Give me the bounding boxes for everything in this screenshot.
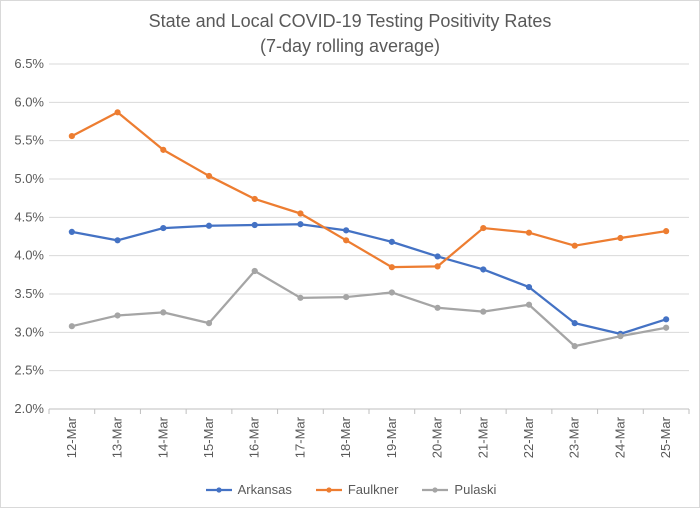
legend: Arkansas Faulkner Pulaski [1,482,699,497]
x-tick-label: 24-Mar [612,416,627,458]
legend-swatch-marker [432,486,439,493]
data-point-faulkner [68,132,75,140]
data-point-faulkner [480,224,487,232]
data-point-pulaski [297,294,304,301]
data-point-faulkner [388,264,395,271]
legend-swatch-faulkner [315,486,342,493]
series-line-arkansas [70,223,668,335]
data-point-arkansas [571,320,578,327]
data-point-faulkner [525,229,533,236]
y-tick-label: 3.5% [14,286,44,301]
x-tick-label: 21-Mar [475,416,490,458]
x-tick-label: 20-Mar [430,416,445,458]
y-tick-label: 4.5% [14,209,44,224]
data-point-pulaski [617,333,624,340]
x-tick-label: 12-Mar [64,416,79,458]
y-tick-label: 3.0% [14,324,44,339]
x-tick-label: 19-Mar [384,416,399,458]
legend-swatch-marker [216,486,222,493]
data-point-pulaski [114,312,121,319]
y-tick-label: 2.5% [14,363,44,378]
data-point-arkansas [663,316,670,323]
legend-item-faulkner: Faulkner [314,482,399,497]
data-point-pulaski [388,289,395,296]
chart-title-line1: State and Local COVID-19 Testing Positiv… [148,11,552,31]
y-tick-label: 5.5% [14,133,44,148]
data-point-arkansas [251,221,258,229]
x-tick-label: 15-Mar [201,416,216,458]
x-tick-label: 23-Mar [567,416,582,458]
data-point-pulaski [343,293,350,301]
data-point-pulaski [480,308,487,315]
chart-title-line2: (7-day rolling average) [259,36,441,56]
data-point-faulkner [251,195,258,203]
x-tick-label: 14-Mar [155,416,170,458]
x-tick-label: 13-Mar [110,416,125,458]
data-point-pulaski [434,304,441,311]
data-point-pulaski [525,301,533,308]
data-point-arkansas [68,228,75,235]
data-point-pulaski [251,267,258,275]
y-tick-label: 4.0% [14,248,44,263]
data-point-arkansas [480,266,487,273]
x-tick-label: 16-Mar [247,416,262,458]
x-tick-label: 25-Mar [658,416,673,458]
data-point-arkansas [114,237,121,244]
legend-item-arkansas: Arkansas [204,482,292,497]
data-point-arkansas [343,227,350,234]
series-line-faulkner [70,111,668,269]
data-point-faulkner [434,263,441,270]
legend-swatch-pulaski [422,486,449,493]
data-point-pulaski [160,309,167,316]
x-tick-label: 22-Mar [521,416,536,458]
legend-label: Pulaski [454,482,497,497]
series-line-pulaski [70,269,668,348]
data-point-pulaski [663,324,670,331]
plot-area: 2.0% 2.5% 3.0% 3.5% 4.0% 4.5% 5.0% 5.5% 6.0% 6.5%… [14,56,690,458]
data-point-faulkner [160,146,167,153]
data-point-arkansas [525,284,533,291]
legend-label: Arkansas [237,482,292,497]
data-point-arkansas [434,253,441,260]
legend-item-pulaski: Pulaski [420,482,496,497]
y-tick-label: 5.0% [14,171,44,186]
legend-swatch-arkansas [205,486,232,493]
data-point-arkansas [388,238,395,245]
data-point-pulaski [205,320,213,327]
data-point-pulaski [571,343,578,350]
data-point-faulkner [663,228,670,235]
legend-label: Faulkner [347,482,399,497]
data-point-faulkner [297,210,304,217]
y-tick-label: 2.0% [14,401,44,416]
data-point-arkansas [297,221,304,228]
data-point-pulaski [68,323,75,330]
data-point-faulkner [114,109,121,116]
data-point-arkansas [160,224,167,232]
data-point-arkansas [205,222,213,229]
x-tick-label: 18-Mar [338,416,353,458]
data-point-faulkner [205,172,213,180]
data-point-faulkner [343,237,350,244]
y-tick-label: 6.5% [14,56,44,71]
x-tick-label: 17-Mar [292,416,307,458]
chart-title: State and Local COVID-19 Testing Positiv… [1,9,699,59]
data-point-faulkner [571,242,578,249]
y-tick-label: 6.0% [14,94,44,109]
legend-swatch-marker [326,486,332,493]
data-point-faulkner [617,234,624,242]
